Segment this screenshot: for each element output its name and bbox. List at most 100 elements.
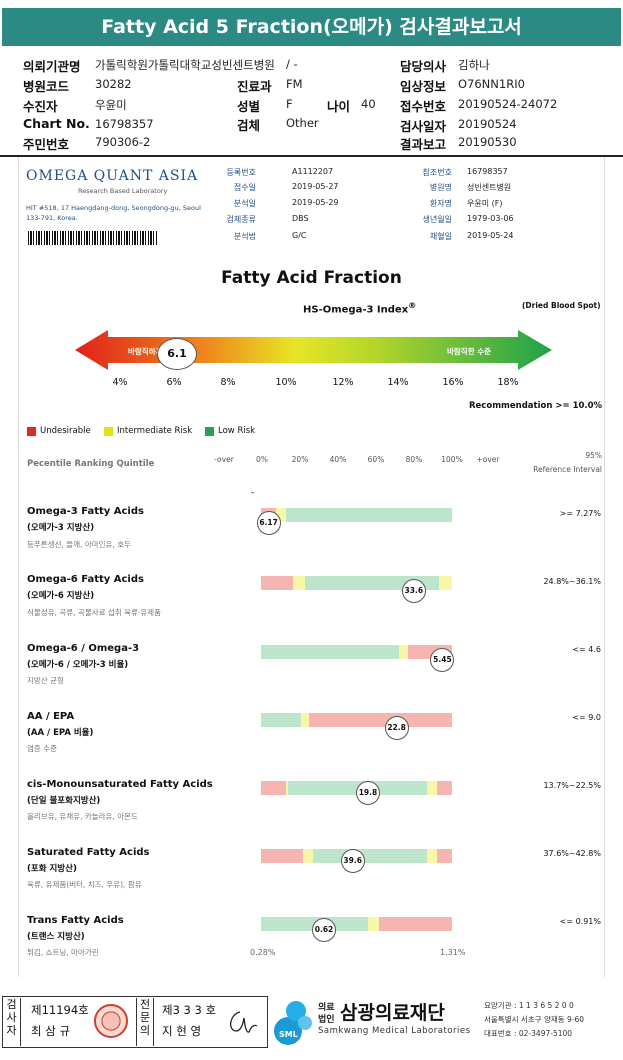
fatty-acid-name: AA / EPA [27,711,75,722]
lab-patient-label: 환자명 [429,199,452,208]
bar-segment-yellow [427,781,437,795]
fatty-acid-korean: (오메가-6 / 오메가-3 비율) [27,660,129,670]
lab-reg-value: A1112207 [292,167,334,176]
specialist-license: 제3 3 3 호 [162,1003,217,1017]
fatty-acid-value-marker: 19.8 [355,781,380,805]
section-divider [0,155,623,157]
label-report-date: 결과보고 [400,137,447,152]
fatty-acid-name: cis-Monounsaturated Fatty Acids [27,779,213,790]
hs-omega3-title-text: HS-Omega-3 Index [303,304,409,316]
value-specimen: Other [286,116,319,130]
value-doctor: 김하나 [458,58,490,72]
lab-ref-label: 참조번호 [422,168,452,177]
col-header: 0% [256,455,268,464]
corp-label-1: 의료 [318,1003,335,1013]
report-title: Fatty Acid 5 Fraction(오메가) 검사결과보고서 [2,8,621,46]
label-resident-no: 주민번호 [23,137,70,152]
value-age: 40 [361,97,376,111]
bar-segment-red [308,713,452,727]
legend-swatch-undesirable [27,427,36,436]
sml-logo-icon [274,1001,312,1045]
fatty-acid-bar [261,508,452,522]
fatty-acid-korean: (오메가-6 지방산) [27,591,95,601]
org-name: 삼광의료재단 [340,1002,445,1024]
value-department: FM [286,77,303,91]
org-phone: 대표번호 : 02-3497-5100 [484,1029,573,1038]
fatty-acid-name: Trans Fatty Acids [27,915,124,926]
value-sex: F [286,97,293,111]
fatty-acid-value-marker: 6.17 [256,511,281,535]
legend-intermediate: Intermediate Risk [117,426,193,436]
examiner-label: 검사자 [3,998,21,1046]
examiner-license: 제11194호 [31,1003,89,1017]
fatty-acid-korean: (AA / EPA 비율) [27,728,94,738]
lab-dob-value: 1979-03-06 [467,214,514,223]
lab-logo: OMEGA QUANT ASIA [26,168,199,184]
fatty-acid-foods: 튀김, 쇼트닝, 마아가린 [27,948,99,957]
specialist-label: 전문의 [136,998,154,1046]
label-hospital-code: 병원코드 [23,79,70,94]
value-clinical-info: O76NN1RI0 [458,77,525,91]
org-address: 서울특별시 서초구 양재동 9-60 [484,1015,585,1024]
fatty-acid-reference: <= 0.91% [559,917,601,926]
lab-sample-type-label: 검체종류 [226,215,256,224]
bar-segment-yellow [427,849,437,863]
legend-low-risk: Low Risk [218,426,256,436]
fatty-acid-korean: (트랜스 지방산) [27,932,85,942]
corp-label-2: 법인 [318,1015,335,1025]
col-header: 60% [367,455,385,464]
bar-segment-yellow [438,576,452,590]
lab-received-label: 접수일 [233,183,256,192]
index-gradient-arrow [75,330,552,370]
lab-draw-value: 2019-05-24 [467,231,514,240]
lab-patient-value: 우윤미 (F) [467,199,503,208]
lab-received-value: 2019-05-27 [292,182,339,191]
bar-segment-yellow [303,849,313,863]
hs-omega3-marker: 6.1 [157,338,197,370]
lab-reg-label: 등록번호 [226,168,256,177]
label-institution: 의뢰기관명 [23,59,81,74]
lab-dob-label: 생년월일 [422,215,452,224]
fatty-acid-value-marker: 33.6 [401,579,426,603]
fatty-acid-korean: (포화 지방산) [27,864,77,874]
trans-scale-max: 1.31% [440,948,466,957]
signature-icon [230,1011,258,1033]
fatty-acid-korean: (오메가-3 지방산) [27,523,95,533]
dash-mark: - [251,488,255,498]
fatty-acid-value-marker: 0.62 [312,918,337,942]
percentile-heading: Pecentile Ranking Quintile [27,459,155,469]
label-doctor: 담당의사 [400,59,447,74]
bar-segment-green [261,645,399,659]
lab-sample-type-value: DBS [292,214,309,223]
fatty-acid-reference: 13.7%~22.5% [543,781,601,790]
fatty-acid-korean: (단일 불포화지방산) [27,796,101,806]
bar-segment-red [261,576,294,590]
bar-segment-yellow [276,508,286,522]
fatty-acid-foods: 등푸른생선, 들깨, 아마인유, 호두 [27,540,132,549]
specialist-name: 지 현 영 [162,1024,202,1038]
fatty-acid-bar [261,917,452,931]
org-code: 요양기관 : 1 1 3 6 5 2 0 0 [484,1001,574,1010]
label-clinical-info: 임상정보 [400,79,447,94]
lab-draw-label: 채혈일 [429,232,452,241]
fatty-acid-reference: <= 4.6 [572,645,601,654]
fatty-acid-foods: 올리브유, 유채유, 카놀라유, 아몬드 [27,812,138,821]
fatty-acid-name: Omega-6 Fatty Acids [27,574,144,585]
axis-tick: 6% [166,377,182,388]
value-chart-no: 16798357 [95,117,154,131]
lab-tagline: Research Based Laboratory [78,187,168,195]
value-resident-no: 790306-2 [95,135,151,149]
value-report-date: 20190530 [458,135,517,149]
bar-segment-yellow [367,917,380,931]
axis-tick: 18% [497,377,519,388]
bar-segment-green [312,849,428,863]
col-header: 40% [329,455,347,464]
arrow-right-label: 바람직한 수준 [447,347,492,356]
col-header: +over [476,455,500,464]
legend-swatch-low-risk [205,427,214,436]
bar-segment-red [436,849,452,863]
barcode [28,231,158,245]
examiner-name: 최 삼 규 [31,1024,71,1038]
value-patient: 우윤미 [95,98,127,112]
label-age: 나이 [327,99,351,114]
